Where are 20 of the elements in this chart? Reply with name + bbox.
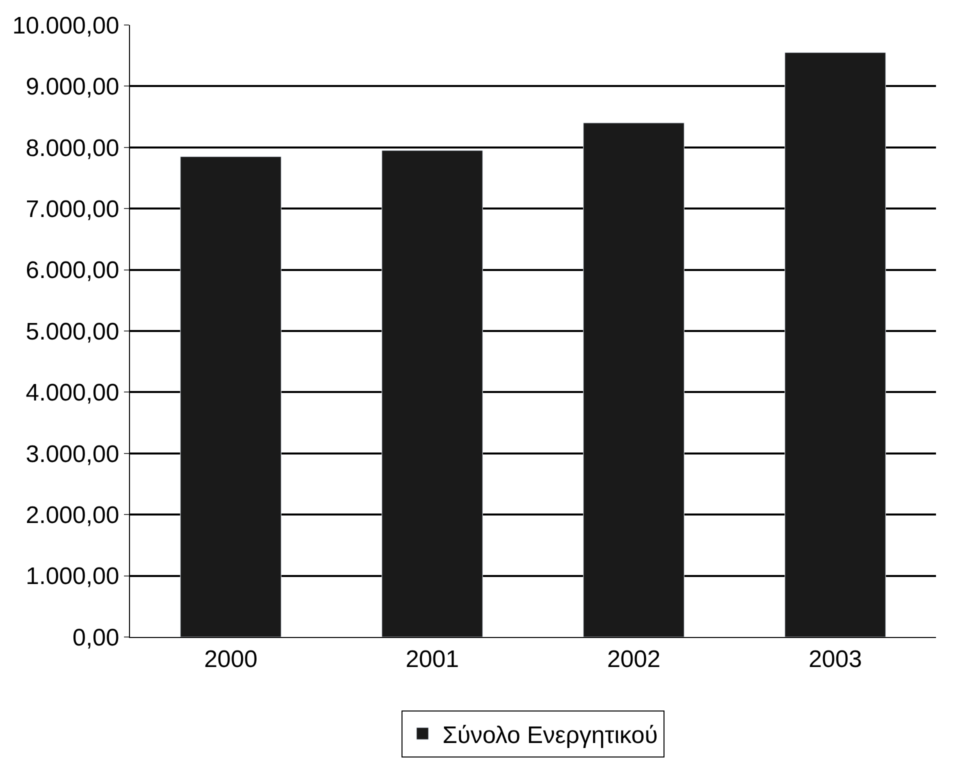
y-tick-label: 10.000,00 [12, 12, 120, 40]
y-tick-label: 7.000,00 [26, 196, 120, 223]
x-tick-label: 2003 [808, 646, 862, 673]
x-tick-label: 2000 [204, 646, 258, 673]
y-tick-label: 2.000,00 [26, 502, 120, 529]
y-tick-label: 6.000,00 [26, 257, 120, 284]
y-tick-label: 1.000,00 [26, 563, 120, 590]
bar [382, 150, 483, 637]
bar [180, 156, 282, 637]
x-tick-label: 2001 [406, 646, 459, 673]
x-tick-label: 2002 [607, 646, 660, 673]
y-tick-label: 8.000,00 [26, 134, 120, 162]
legend-label: Σύνολο Ενεργητικού [442, 722, 658, 749]
y-tick-label: 0,00 [72, 624, 120, 652]
bar [583, 122, 684, 637]
y-tick-label: 9.000,00 [26, 74, 120, 101]
bar [784, 52, 886, 637]
y-tick-label: 5.000,00 [26, 318, 120, 346]
y-tick-label: 3.000,00 [26, 440, 120, 468]
y-tick-label: 4.000,00 [26, 380, 120, 407]
